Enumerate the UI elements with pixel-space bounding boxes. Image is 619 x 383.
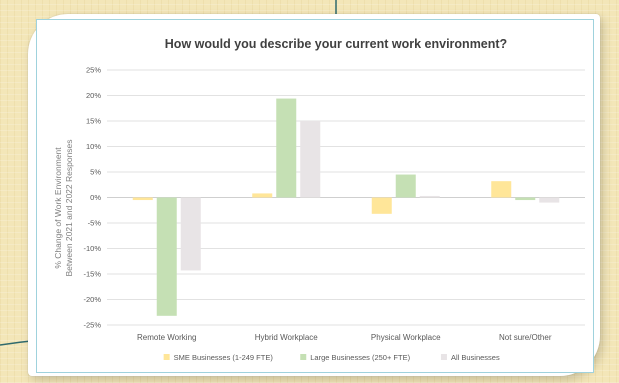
bar — [252, 193, 273, 198]
legend-swatch — [300, 354, 307, 360]
bar — [300, 121, 321, 198]
legend-swatch — [440, 354, 447, 360]
legend: SME Businesses (1-249 FTE) Large Business… — [163, 353, 500, 362]
bar — [515, 197, 536, 201]
x-category-label: Hybrid Workplace — [255, 333, 319, 342]
bar — [276, 98, 297, 198]
x-category-label: Not sure/Other — [499, 333, 552, 342]
chart-title: How would you describe your current work… — [165, 37, 507, 51]
bar — [419, 195, 440, 198]
y-axis-title-line-2: Between 2021 and 2022 Responses — [64, 139, 74, 276]
y-axis-ticks: 25% 20% 15% 10% 5% 0% -5% -10% -15% -20% -25% — [83, 66, 101, 330]
gridlines — [107, 69, 585, 326]
x-axis-categories: Remote Working Hybrid Workplace Physical W… — [137, 333, 552, 342]
chart-frame: How would you describe your current work… — [36, 19, 594, 373]
y-tick-label: -15% — [83, 270, 101, 279]
x-category-label: Remote Working — [137, 333, 196, 342]
y-tick-label: 15% — [86, 117, 101, 126]
y-tick-label: 20% — [86, 91, 101, 100]
bar — [180, 197, 201, 271]
y-axis-title-line-1: % Change of Work Environment — [53, 147, 63, 269]
y-tick-label: 25% — [86, 66, 101, 75]
y-tick-label: -20% — [83, 295, 101, 304]
bar — [156, 197, 177, 316]
y-tick-label: 5% — [90, 168, 101, 177]
y-tick-label: 0% — [90, 193, 101, 202]
bar — [539, 197, 560, 203]
legend-label: Large Businesses (250+ FTE) — [310, 353, 410, 362]
y-tick-label: 10% — [86, 142, 101, 151]
y-tick-label: -10% — [83, 244, 101, 253]
bar — [371, 197, 392, 214]
bar-chart: How would you describe your current work… — [53, 37, 585, 362]
legend-label: SME Businesses (1-249 FTE) — [174, 353, 274, 362]
y-tick-label: -25% — [83, 321, 101, 330]
bar — [132, 197, 153, 201]
y-tick-label: -5% — [88, 219, 102, 228]
bar — [491, 181, 512, 198]
legend-label: All Businesses — [451, 353, 500, 362]
bar — [395, 174, 416, 198]
bars — [132, 98, 560, 316]
legend-swatch — [163, 354, 170, 360]
x-category-label: Physical Workplace — [371, 333, 441, 342]
